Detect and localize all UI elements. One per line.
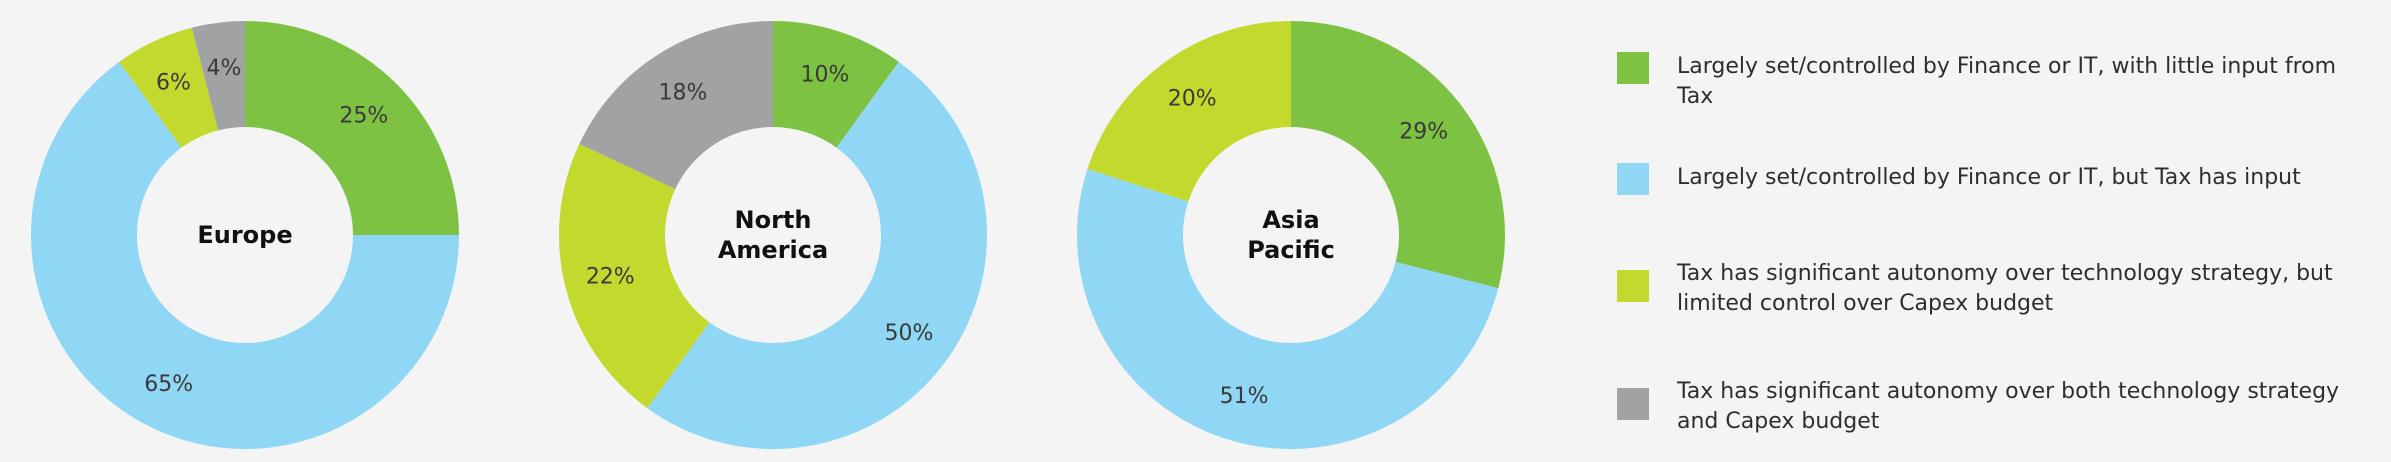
donut-slice bbox=[191, 21, 245, 131]
donut-center-title: Europe bbox=[197, 221, 292, 249]
donut-slice bbox=[1087, 21, 1291, 202]
donut-slice bbox=[647, 61, 987, 450]
data-label: 25% bbox=[339, 104, 388, 129]
data-label: 10% bbox=[800, 63, 849, 88]
data-label: 22% bbox=[586, 264, 635, 289]
legend-label: Tax has significant autonomy over both t… bbox=[1677, 379, 2340, 434]
donut-center-title: Pacific bbox=[1247, 236, 1335, 264]
legend-swatch bbox=[1617, 52, 1649, 84]
data-label: 51% bbox=[1220, 384, 1269, 409]
legend-label: Tax has significant autonomy over techno… bbox=[1677, 261, 2333, 316]
donut-center-title: North bbox=[735, 206, 812, 234]
legend-item-tax-autonomy-both: Tax has significant autonomy over both t… bbox=[1617, 379, 2367, 437]
legend-label: Largely set/controlled by Finance or IT,… bbox=[1677, 165, 2301, 190]
donut-europe: 25% 65% 6% 4% Europe bbox=[30, 21, 460, 449]
donut-slice bbox=[30, 61, 460, 449]
donut-center-title: America bbox=[718, 236, 828, 264]
donut-slice bbox=[245, 21, 459, 235]
donut-slice bbox=[1291, 21, 1505, 289]
data-label: 18% bbox=[659, 81, 708, 106]
legend-swatch bbox=[1617, 163, 1649, 195]
data-label: 65% bbox=[144, 372, 193, 397]
donut-slice bbox=[119, 27, 219, 148]
legend-item-tax-autonomy-tech: Tax has significant autonomy over techno… bbox=[1617, 261, 2367, 319]
legend-item-finance-little-input: Largely set/controlled by Finance or IT,… bbox=[1617, 52, 2367, 112]
data-label: 29% bbox=[1399, 120, 1448, 145]
data-label: 50% bbox=[884, 321, 933, 346]
legend-swatch bbox=[1617, 388, 1649, 420]
data-label: 6% bbox=[156, 70, 191, 95]
data-label: 20% bbox=[1168, 87, 1217, 112]
donut-center-title: Asia bbox=[1262, 206, 1319, 234]
donut-charts: 25% 65% 6% 4% Europe 10% 50% 22% 18% NorthAmerica… bbox=[30, 21, 1505, 450]
donut-slice bbox=[1077, 168, 1499, 449]
data-label: 4% bbox=[206, 56, 241, 81]
donut-slice bbox=[773, 21, 899, 148]
legend-item-finance-tax-input: Largely set/controlled by Finance or IT,… bbox=[1617, 163, 2367, 195]
donut-slice bbox=[559, 143, 710, 409]
donut-slice bbox=[579, 21, 773, 190]
legend-label: Largely set/controlled by Finance or IT,… bbox=[1677, 54, 2337, 109]
legend: Largely set/controlled by Finance or IT,… bbox=[1617, 0, 2377, 462]
legend-swatch bbox=[1617, 270, 1649, 302]
